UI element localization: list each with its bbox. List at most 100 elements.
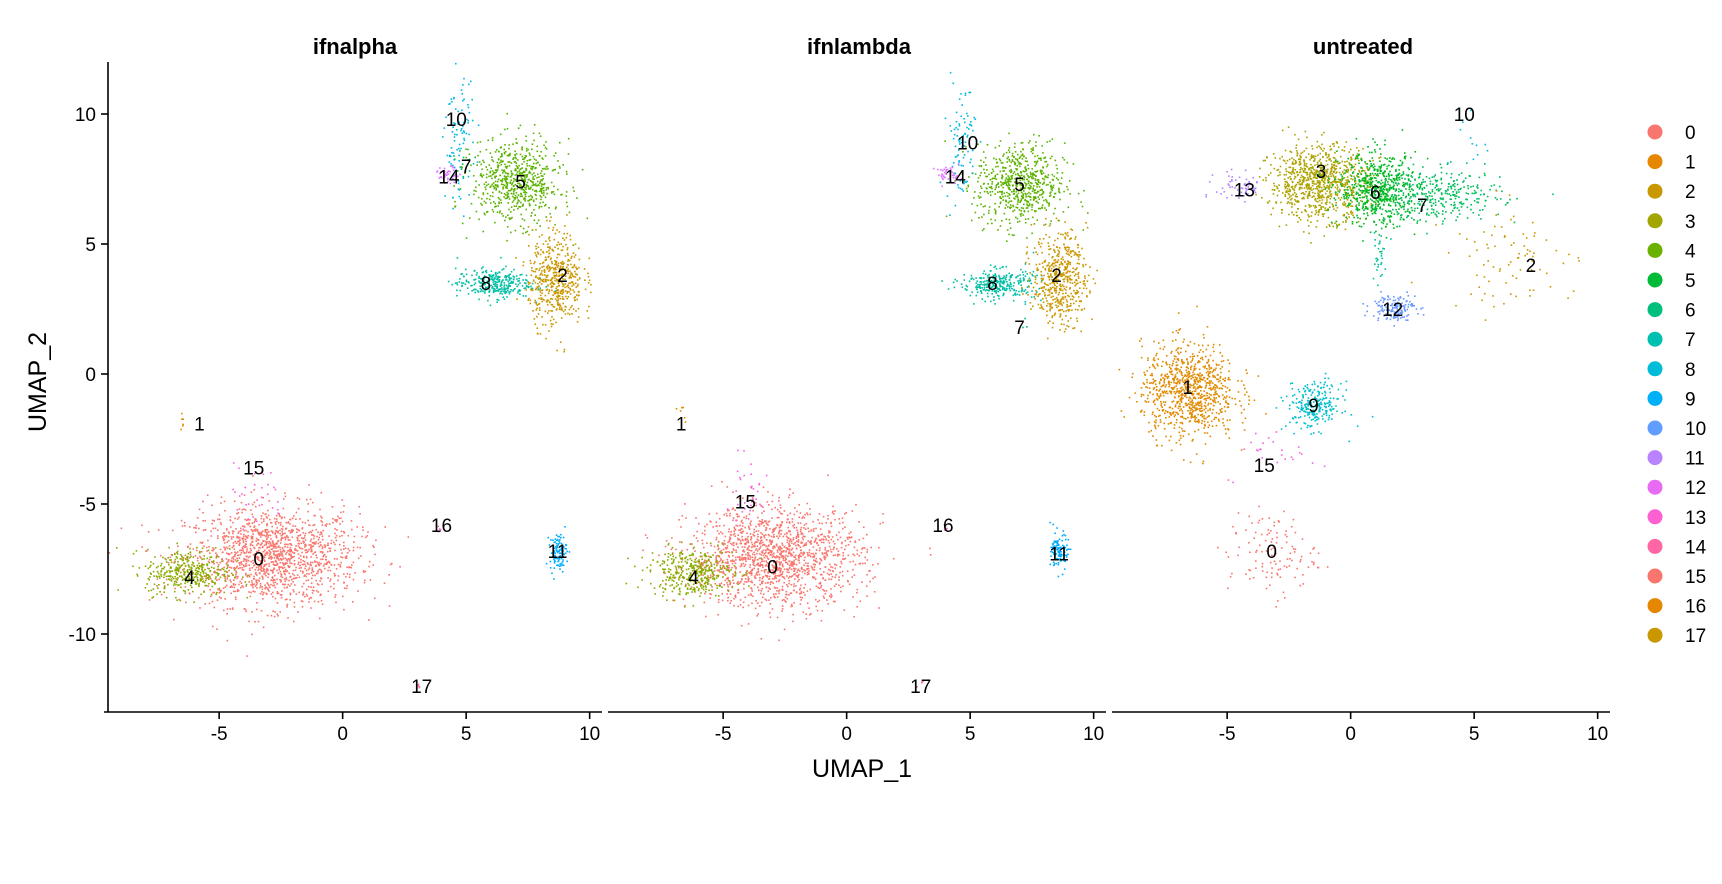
data-point — [766, 501, 769, 503]
data-point — [276, 592, 279, 595]
data-point — [538, 132, 541, 135]
data-point — [858, 521, 860, 523]
data-point — [524, 287, 527, 289]
data-point — [478, 298, 480, 301]
data-point — [792, 565, 794, 567]
data-point — [296, 574, 299, 576]
data-point — [201, 550, 203, 553]
data-point — [227, 539, 230, 542]
data-point — [276, 520, 278, 523]
data-point — [224, 579, 226, 582]
data-point — [539, 182, 541, 184]
data-point — [269, 550, 271, 553]
data-point — [570, 272, 573, 274]
data-point — [569, 234, 571, 237]
data-point — [252, 475, 254, 477]
data-point — [800, 590, 803, 593]
data-point — [184, 578, 186, 580]
data-point — [552, 191, 555, 193]
data-point — [795, 558, 797, 560]
data-point — [245, 560, 248, 562]
data-point — [794, 568, 797, 570]
data-point — [530, 288, 532, 291]
data-point — [834, 576, 836, 579]
data-point — [836, 548, 838, 550]
data-point — [805, 613, 808, 615]
data-point — [488, 198, 491, 201]
data-point — [254, 621, 256, 623]
data-point — [553, 268, 555, 271]
data-point — [823, 555, 826, 557]
data-point — [463, 131, 465, 134]
data-point — [301, 537, 303, 539]
data-point — [234, 551, 236, 553]
data-point — [295, 566, 297, 569]
data-point — [818, 539, 821, 541]
data-point — [240, 552, 243, 554]
data-point — [307, 510, 309, 513]
data-point — [527, 299, 529, 301]
data-point — [251, 513, 254, 516]
data-point — [218, 589, 221, 591]
data-point — [506, 191, 508, 194]
data-point — [238, 495, 241, 497]
data-point — [569, 313, 571, 316]
data-point — [788, 543, 790, 545]
data-point — [210, 556, 213, 558]
data-point — [555, 287, 557, 290]
data-point — [317, 570, 319, 573]
data-point — [573, 264, 576, 266]
data-point — [708, 560, 710, 562]
data-point — [779, 547, 782, 549]
data-point — [577, 316, 580, 318]
data-point — [461, 132, 464, 134]
data-point — [504, 292, 506, 295]
data-point — [720, 552, 723, 555]
data-point — [343, 587, 346, 590]
data-point — [497, 196, 500, 199]
data-point — [291, 557, 293, 559]
data-point — [751, 590, 753, 592]
data-point — [510, 189, 512, 191]
data-point — [841, 541, 843, 544]
data-point — [509, 282, 512, 284]
data-point — [147, 548, 149, 551]
data-point — [224, 575, 226, 578]
data-point — [235, 598, 237, 601]
data-point — [305, 579, 308, 582]
data-point — [560, 552, 562, 555]
data-point — [765, 554, 767, 557]
data-point — [195, 575, 197, 578]
data-point — [211, 504, 213, 507]
data-point — [199, 572, 202, 574]
data-point — [755, 504, 757, 507]
data-point — [497, 164, 499, 166]
data-point — [265, 569, 268, 571]
data-point — [488, 164, 491, 166]
data-point — [573, 265, 576, 267]
data-point — [252, 562, 254, 564]
data-point — [283, 572, 286, 575]
data-point — [276, 553, 279, 556]
data-point — [227, 560, 230, 563]
data-point — [187, 557, 189, 560]
data-point — [786, 575, 788, 577]
data-point — [238, 536, 241, 539]
data-point — [163, 566, 166, 568]
data-point — [695, 517, 697, 519]
data-point — [553, 185, 555, 188]
data-point — [535, 189, 537, 192]
data-point — [726, 558, 729, 561]
data-point — [247, 534, 250, 537]
data-point — [169, 556, 172, 558]
data-point — [321, 524, 324, 526]
data-point — [807, 527, 809, 530]
data-point — [260, 554, 262, 557]
data-point — [485, 286, 487, 288]
data-point — [252, 530, 254, 533]
data-point — [316, 561, 318, 563]
data-point — [821, 573, 823, 576]
data-point — [798, 562, 801, 564]
data-point — [564, 275, 567, 277]
data-point — [776, 596, 779, 598]
